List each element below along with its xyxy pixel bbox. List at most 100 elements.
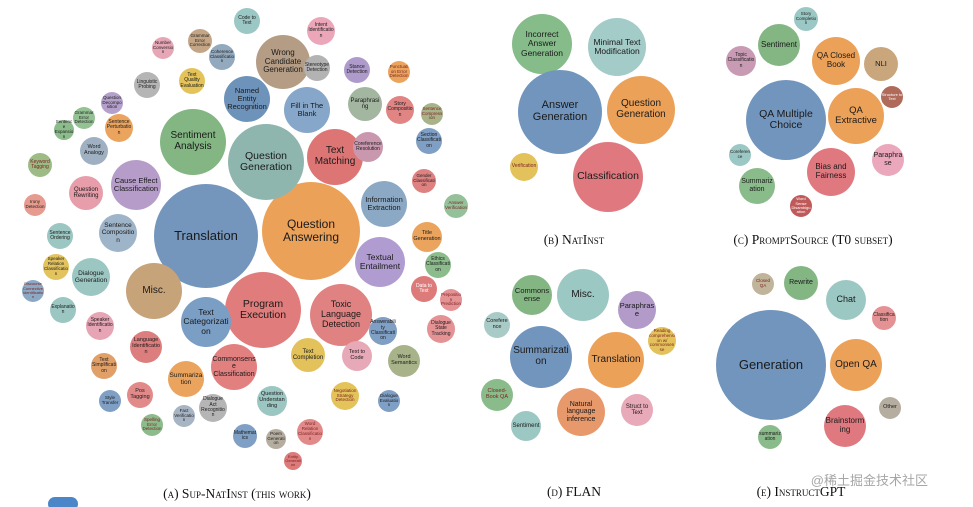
- bubble-text-to-code: Text to Code: [342, 341, 372, 371]
- bubble-textual-entailment: Textual Entailment: [355, 237, 405, 287]
- bubble-coherence-classification: Coherence Classification: [209, 44, 235, 70]
- bubble-text-matching: Text Matching: [307, 129, 363, 185]
- bubble-answer-generation: Answer Generation: [518, 70, 602, 154]
- bubble-question-answering: Question Answering: [262, 182, 360, 280]
- bubble-misc: Misc.: [126, 263, 182, 319]
- bubble-wrong-candidate-generation: Wrong Candidate Generation: [256, 35, 310, 89]
- bubble-explanation: Explanation: [50, 297, 76, 323]
- bubble-summarization: Summarization: [168, 361, 204, 397]
- bubble-chat: Chat: [826, 280, 866, 320]
- bubble-text-categorization: Text Categorization: [181, 297, 231, 347]
- bubble-speaker-relation-classification: Speaker Relation Classification: [43, 254, 69, 280]
- bubble-classification: Classification: [872, 306, 896, 330]
- bubble-topic-classification: Topic Classification: [726, 46, 756, 76]
- bubble-pos-tagging: Pos Tagging: [127, 382, 153, 408]
- bubble-question-rewriting: Question Rewriting: [69, 176, 103, 210]
- bubble-sentence-composition: Sentence Composition: [99, 214, 137, 252]
- bubble-bias-and-fairness: Bias and Fairness: [807, 148, 855, 196]
- bubble-rewrite: Rewrite: [784, 266, 818, 300]
- bubble-question-decomposition: Question Decomposition: [101, 92, 123, 114]
- bubble-nli: NLI: [864, 47, 898, 81]
- bubble-style-transfer: Style Transfer: [99, 390, 121, 412]
- bubble-reading-comprehension-w-commonsense: Reading comprehension w/ commonsense: [648, 327, 676, 355]
- bubble-negotiation-strategy-detection: Negotiation Strategy Detection: [331, 382, 359, 410]
- bubble-sentiment-analysis: Sentiment Analysis: [160, 109, 226, 175]
- bubble-generation: Generation: [716, 310, 826, 420]
- bubble-coreference: Coreference: [484, 312, 510, 338]
- bubble-fact-verification: Fact Verification: [173, 405, 195, 427]
- bubble-summarization: Summarization: [510, 326, 572, 388]
- bubble-sentence-ordering: Sentence Ordering: [47, 223, 73, 249]
- bubble-poem-generation: Poem Generation: [266, 429, 286, 449]
- bubble-grammar-error-correction: Grammar Error Correction: [188, 29, 212, 53]
- bubble-classification: Classification: [573, 142, 643, 212]
- bubble-natural-language-inference: Natural language inference: [557, 388, 605, 436]
- bubble-word-semantics: Word Semantics: [388, 345, 420, 377]
- bubble-language-identification: Language Identification: [130, 331, 162, 363]
- bubble-section-classification: Section Classification: [416, 128, 442, 154]
- bubble-question-generation: Question Generation: [228, 124, 304, 200]
- bubble-verification: Verification: [510, 153, 538, 181]
- bubble-discourse-connective-identification: Discourse Connective Identification: [22, 280, 44, 302]
- bubble-stereotype-detection: Stereotype Detection: [304, 55, 330, 81]
- bubble-question-generation: Question Generation: [607, 76, 675, 144]
- bubble-incorrect-answer-generation: Incorrect Answer Generation: [512, 14, 572, 74]
- bubble-summarization: summarization: [758, 425, 782, 449]
- bubble-coreference: Coreference: [729, 144, 751, 166]
- bubble-translation: Translation: [588, 332, 644, 388]
- panel-caption-e: (e) InstructGPT: [756, 484, 846, 499]
- bubble-linguistic-probing: Linguistic Probing: [134, 72, 160, 98]
- bubble-speaker-identification: Speaker Identification: [86, 312, 114, 340]
- bubble-paraphrasing: Paraphrasing: [348, 87, 382, 121]
- bubble-word-sense-disambiguation: Word Sense Disambiguation: [790, 195, 812, 217]
- bubble-other: Other: [879, 397, 901, 419]
- bubble-dialogue-evaluation: Dialogue Evaluation: [378, 390, 400, 412]
- bubble-title-generation: Title Generation: [412, 222, 442, 252]
- page-artifact: [48, 497, 78, 507]
- bubble-misc: Misc.: [557, 269, 609, 321]
- bubble-question-understanding: Question Understanding: [257, 386, 287, 416]
- bubble-story-completion: Story Completion: [794, 7, 818, 31]
- bubble-code-to-text: Code to Text: [234, 8, 260, 34]
- bubble-information-extraction: Information Extraction: [361, 181, 407, 227]
- bubble-number-conversion: Number Conversion: [152, 37, 174, 59]
- panel-caption-a: (a) Sup-NatInst (this work): [163, 486, 311, 501]
- bubble-stance-detection: Stance Detection: [344, 57, 370, 83]
- bubble-text-quality-evaluation: Text Quality Evaluation: [179, 68, 205, 94]
- panel-caption-b: (b) NatInst: [543, 232, 605, 247]
- panel-caption-c: (c) PromptSource (T0 subset): [733, 232, 893, 247]
- bubble-text-completion: Text Completion: [291, 338, 325, 372]
- bubble-brainstorming: Brainstorming: [824, 405, 866, 447]
- bubble-paraphrase: Paraphrase: [618, 291, 656, 329]
- bubble-closed-book-qa: Closed-Book QA: [481, 379, 513, 411]
- bubble-qa-closed-book: QA Closed Book: [812, 37, 860, 85]
- bubble-spelling-error-detection: Spelling Error Detection: [141, 414, 163, 436]
- bubble-word-relation-classification: Word Relation Classification: [297, 419, 323, 445]
- watermark: @稀土掘金技术社区: [810, 473, 928, 488]
- bubble-intent-identification: Intent Identification: [307, 17, 335, 45]
- bubble-dialogue-generation: Dialogue Generation: [72, 258, 110, 296]
- bubble-sentence-perturbation: Sentence Perturbation: [105, 114, 133, 142]
- bubble-summarization: Summarization: [739, 168, 775, 204]
- bubble-structure-to-text: Structure to Text: [881, 86, 903, 108]
- bubble-sentiment: Sentiment: [511, 411, 541, 441]
- bubble-cause-effect-classification: Cause Effect Classification: [111, 160, 161, 210]
- bubble-dialogue-state-tracking: Dialogue State Tracking: [427, 315, 455, 343]
- bubble-sentence-expansion: Sentence Expansion: [54, 119, 74, 140]
- bubble-paraphrase: Paraphrase: [872, 144, 904, 176]
- bubble-qa-extractive: QA Extractive: [828, 88, 884, 144]
- bubble-grammar-error-detection: Grammar Error Detection: [73, 107, 95, 129]
- bubble-sentiment: Sentiment: [758, 24, 800, 66]
- bubble-entity-generation: Entity Generation: [284, 452, 302, 470]
- bubble-mathematics: Mathematics: [233, 424, 257, 448]
- bubble-answer-verification: Answer Verification: [444, 194, 468, 218]
- bubble-ethics-classification: Ethics Classification: [425, 252, 451, 278]
- bubble-preposition-prediction: Preposition Prediction: [440, 289, 462, 311]
- panel-caption-d: (d) FLAN: [546, 484, 602, 499]
- bubble-dialogue-act-recognition: Dialogue Act Recognition: [199, 394, 227, 422]
- bubble-minimal-text-modification: Minimal Text Modification: [588, 18, 646, 76]
- bubble-program-execution: Program Execution: [225, 272, 301, 348]
- bubble-answerability-classification: Answerability Classification: [369, 317, 397, 345]
- bubble-sentence-compression: Sentence Compression: [421, 103, 443, 125]
